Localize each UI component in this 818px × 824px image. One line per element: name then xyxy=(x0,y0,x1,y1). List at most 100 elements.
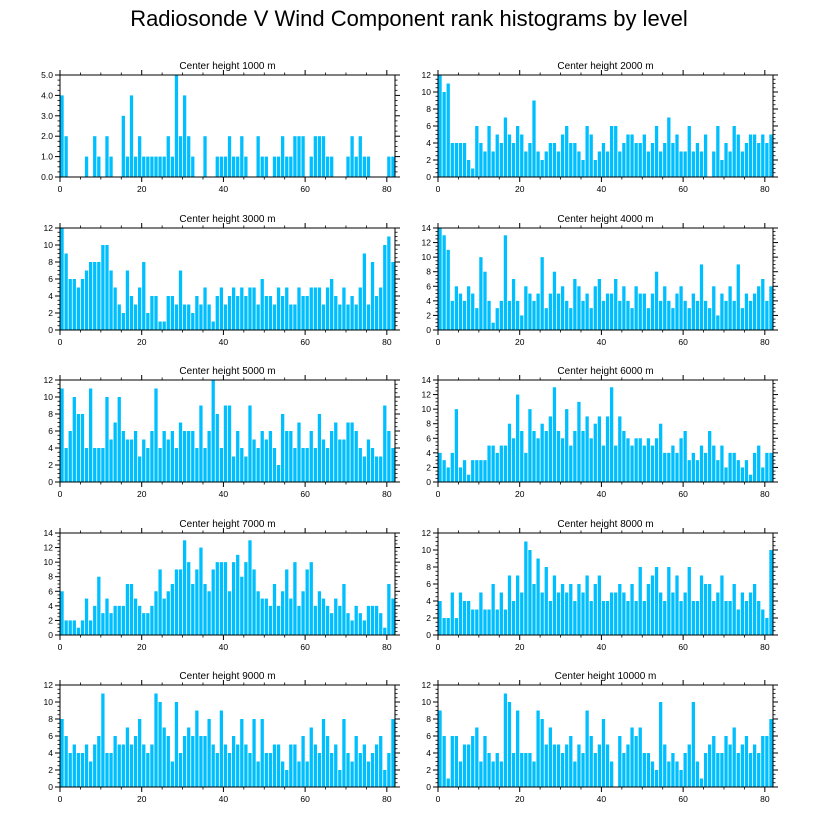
y-tick-label: 2.0 xyxy=(41,131,53,141)
histogram-bar xyxy=(174,448,179,482)
histogram-bar xyxy=(728,286,732,330)
panel-title: Center height 7000 m xyxy=(179,519,275,530)
histogram-bar xyxy=(654,438,659,482)
histogram-bar xyxy=(97,576,101,635)
histogram-bar xyxy=(330,613,334,635)
histogram-bar xyxy=(761,736,765,787)
histogram-bar xyxy=(211,321,215,330)
histogram-bar xyxy=(581,160,585,177)
histogram-bar xyxy=(597,279,602,330)
histogram-bar xyxy=(72,744,76,787)
histogram-bar xyxy=(720,293,724,330)
histogram-bar xyxy=(64,448,68,482)
histogram-bar xyxy=(654,567,659,635)
histogram-bar xyxy=(442,618,446,635)
histogram-bar xyxy=(544,308,548,330)
x-tick-label: 40 xyxy=(219,642,229,652)
histogram-bar xyxy=(72,397,76,482)
histogram-bar xyxy=(240,448,244,482)
histogram-bar xyxy=(236,156,240,177)
histogram-bar xyxy=(552,744,557,787)
histogram-bar xyxy=(740,744,745,787)
histogram-bar xyxy=(182,304,187,330)
histogram-bar xyxy=(93,136,97,177)
histogram-bar xyxy=(593,160,597,177)
histogram-bar xyxy=(744,736,749,787)
x-tick-label: 40 xyxy=(597,642,607,652)
histogram-bar xyxy=(84,598,89,635)
histogram-bar xyxy=(105,245,109,330)
histogram-bar xyxy=(483,460,487,482)
histogram-bar xyxy=(565,300,569,330)
histogram-bar xyxy=(330,431,334,482)
histogram-bar xyxy=(330,279,334,330)
histogram-bar xyxy=(752,584,757,635)
histogram-bar xyxy=(84,270,89,330)
x-tick-label: 60 xyxy=(300,642,310,652)
histogram-bar xyxy=(687,744,691,787)
histogram-bar xyxy=(101,448,105,482)
histogram-bar xyxy=(125,156,130,177)
x-tick-label: 0 xyxy=(436,337,441,347)
histogram-bar xyxy=(346,753,350,787)
x-tick-label: 80 xyxy=(760,184,770,194)
histogram-bar xyxy=(358,136,362,177)
histogram-bar xyxy=(289,598,293,635)
histogram-bar xyxy=(370,448,375,482)
histogram-bar xyxy=(142,613,146,635)
histogram-bar xyxy=(695,460,700,482)
histogram-bar xyxy=(511,438,516,482)
histogram-bar xyxy=(552,575,557,635)
histogram-bar xyxy=(650,445,655,482)
histogram-bar xyxy=(154,693,158,787)
histogram-bar xyxy=(80,753,85,787)
histogram-bar xyxy=(117,744,121,787)
histogram-bar xyxy=(162,156,166,177)
x-tick-label: 80 xyxy=(760,337,770,347)
histogram-bar xyxy=(458,761,463,787)
histogram-bar xyxy=(162,598,166,635)
histogram-bar xyxy=(679,601,683,635)
histogram-bar xyxy=(199,304,203,330)
histogram-bar xyxy=(511,143,516,177)
histogram-bar xyxy=(260,598,264,635)
y-tick-label: 10 xyxy=(44,392,54,402)
histogram-bar xyxy=(699,575,704,635)
histogram-bar xyxy=(293,448,297,482)
histogram-bar xyxy=(289,744,293,787)
histogram-bar xyxy=(256,448,260,482)
histogram-bar xyxy=(317,753,322,787)
y-tick-label: 8 xyxy=(426,104,431,114)
histogram-bar xyxy=(499,143,503,177)
histogram-bar xyxy=(454,409,459,482)
histogram-bar xyxy=(683,592,687,635)
histogram-bar xyxy=(301,296,305,330)
histogram-bar xyxy=(272,584,277,635)
histogram-bar xyxy=(659,592,663,635)
histogram-bar xyxy=(720,753,724,787)
histogram-bar xyxy=(544,567,548,635)
histogram-bar xyxy=(724,736,728,787)
histogram-bar xyxy=(585,710,589,787)
histogram-bar xyxy=(524,541,528,635)
y-tick-label: 6 xyxy=(426,731,431,741)
histogram-bar xyxy=(191,736,195,787)
histogram-bar xyxy=(748,592,753,635)
histogram-bar xyxy=(667,567,671,635)
histogram-bar xyxy=(240,576,244,635)
histogram-bar xyxy=(695,761,700,787)
histogram-bar xyxy=(536,710,540,787)
histogram-bar xyxy=(524,286,528,330)
histogram-bar xyxy=(691,452,695,482)
y-tick-label: 0 xyxy=(426,630,431,640)
histogram-bar xyxy=(757,143,761,177)
histogram-bar xyxy=(129,296,134,330)
histogram-bar xyxy=(577,151,581,177)
histogram-bar xyxy=(187,431,191,482)
histogram-bar xyxy=(60,228,64,330)
histogram-bar xyxy=(765,300,769,330)
histogram-bar xyxy=(154,296,158,330)
x-tick-label: 20 xyxy=(137,642,147,652)
histogram-bar xyxy=(577,744,581,787)
histogram-bar xyxy=(191,431,195,482)
